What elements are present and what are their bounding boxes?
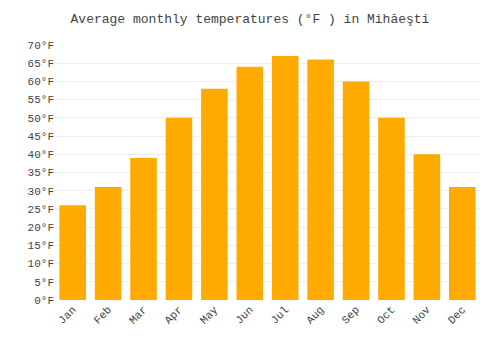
svg-text:5°F: 5°F bbox=[34, 277, 54, 289]
svg-text:Feb: Feb bbox=[92, 304, 114, 326]
svg-text:0°F: 0°F bbox=[34, 295, 54, 307]
svg-text:40°F: 40°F bbox=[28, 149, 54, 161]
svg-text:35°F: 35°F bbox=[28, 167, 54, 179]
svg-text:20°F: 20°F bbox=[28, 222, 54, 234]
svg-text:Apr: Apr bbox=[162, 304, 184, 326]
svg-text:15°F: 15°F bbox=[28, 240, 54, 252]
svg-text:10°F: 10°F bbox=[28, 258, 54, 270]
svg-text:May: May bbox=[198, 304, 221, 327]
svg-text:25°F: 25°F bbox=[28, 204, 54, 216]
svg-text:55°F: 55°F bbox=[28, 94, 54, 106]
svg-text:45°F: 45°F bbox=[28, 131, 54, 143]
svg-text:Aug: Aug bbox=[304, 304, 326, 326]
svg-text:30°F: 30°F bbox=[28, 186, 54, 198]
svg-text:Nov: Nov bbox=[410, 304, 433, 327]
svg-text:60°F: 60°F bbox=[28, 76, 54, 88]
svg-text:Jun: Jun bbox=[233, 304, 255, 326]
svg-text:70°F: 70°F bbox=[28, 40, 54, 52]
svg-text:Jul: Jul bbox=[269, 304, 291, 326]
svg-text:Dec: Dec bbox=[446, 304, 468, 326]
svg-text:50°F: 50°F bbox=[28, 113, 54, 125]
svg-text:65°F: 65°F bbox=[28, 58, 54, 70]
svg-text:Mar: Mar bbox=[127, 304, 149, 326]
svg-text:Average monthly temperatures (: Average monthly temperatures (°F ) in Mi… bbox=[71, 12, 430, 27]
svg-text:Sep: Sep bbox=[340, 304, 362, 326]
svg-text:Jan: Jan bbox=[56, 304, 78, 326]
svg-text:Oct: Oct bbox=[375, 304, 397, 326]
